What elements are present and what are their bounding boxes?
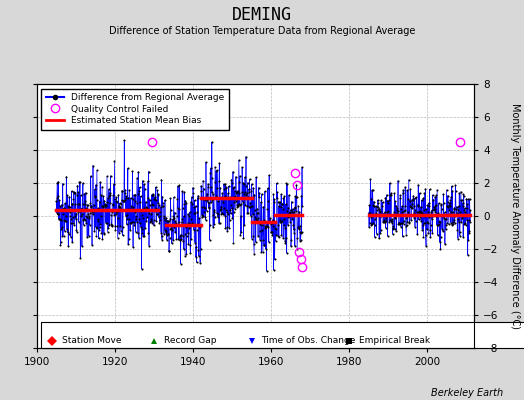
Y-axis label: Monthly Temperature Anomaly Difference (°C): Monthly Temperature Anomaly Difference (… xyxy=(510,103,520,329)
Bar xyxy=(40,322,524,348)
Legend: Difference from Regional Average, Quality Control Failed, Estimated Station Mean: Difference from Regional Average, Qualit… xyxy=(41,88,229,130)
Text: Station Move: Station Move xyxy=(62,336,122,345)
Text: DEMING: DEMING xyxy=(232,6,292,24)
Text: Record Gap: Record Gap xyxy=(163,336,216,345)
Text: Berkeley Earth: Berkeley Earth xyxy=(431,388,503,398)
Text: Time of Obs. Change: Time of Obs. Change xyxy=(261,336,356,345)
Text: Difference of Station Temperature Data from Regional Average: Difference of Station Temperature Data f… xyxy=(109,26,415,36)
Text: Empirical Break: Empirical Break xyxy=(359,336,430,345)
